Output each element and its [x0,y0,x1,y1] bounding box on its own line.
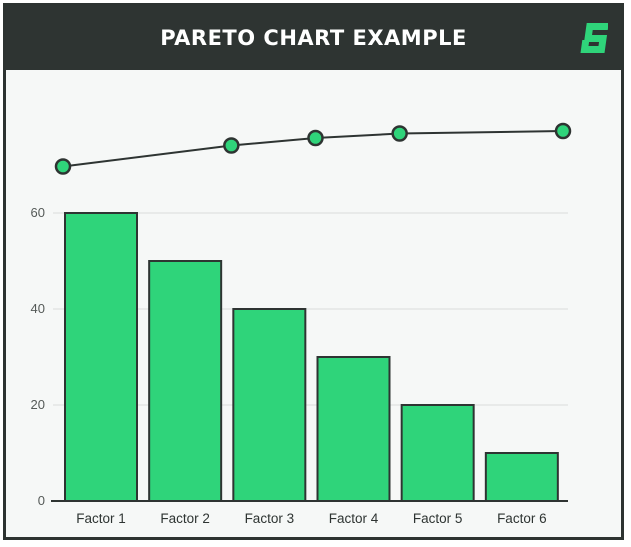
chart-title: PARETO CHART EXAMPLE [160,26,467,50]
bar [232,308,307,502]
x-tick-label: Factor 5 [413,511,463,526]
brand-logo-icon [580,23,608,53]
cumulative-point [307,129,324,147]
x-tick-label: Factor 3 [245,511,295,526]
bar [64,212,138,502]
cumulative-point [554,122,572,140]
chart-frame: PARETO CHART EXAMPLE 0 20 40 60 Factor 1 Fact… [3,3,624,540]
bar [400,404,475,502]
bar [316,356,391,502]
x-tick-label: Factor 2 [160,511,210,526]
y-tick-label: 60 [31,205,45,220]
y-tick-label: 0 [38,493,45,508]
y-tick-label: 20 [31,397,45,412]
x-tick-label: Factor 6 [497,511,547,526]
y-tick-label: 40 [31,301,45,316]
cumulative-point [54,158,72,175]
x-tick-label: Factor 1 [76,511,126,526]
bar [484,452,559,502]
x-tick-label: Factor 4 [329,511,379,526]
chart-header: PARETO CHART EXAMPLE [6,6,621,70]
cumulative-point [223,137,240,154]
cumulative-point [391,125,408,142]
bar [148,260,223,502]
pareto-chart: 0 20 40 60 Factor 1 Factor 2 Factor 3 Factor 4 F… [31,122,572,526]
